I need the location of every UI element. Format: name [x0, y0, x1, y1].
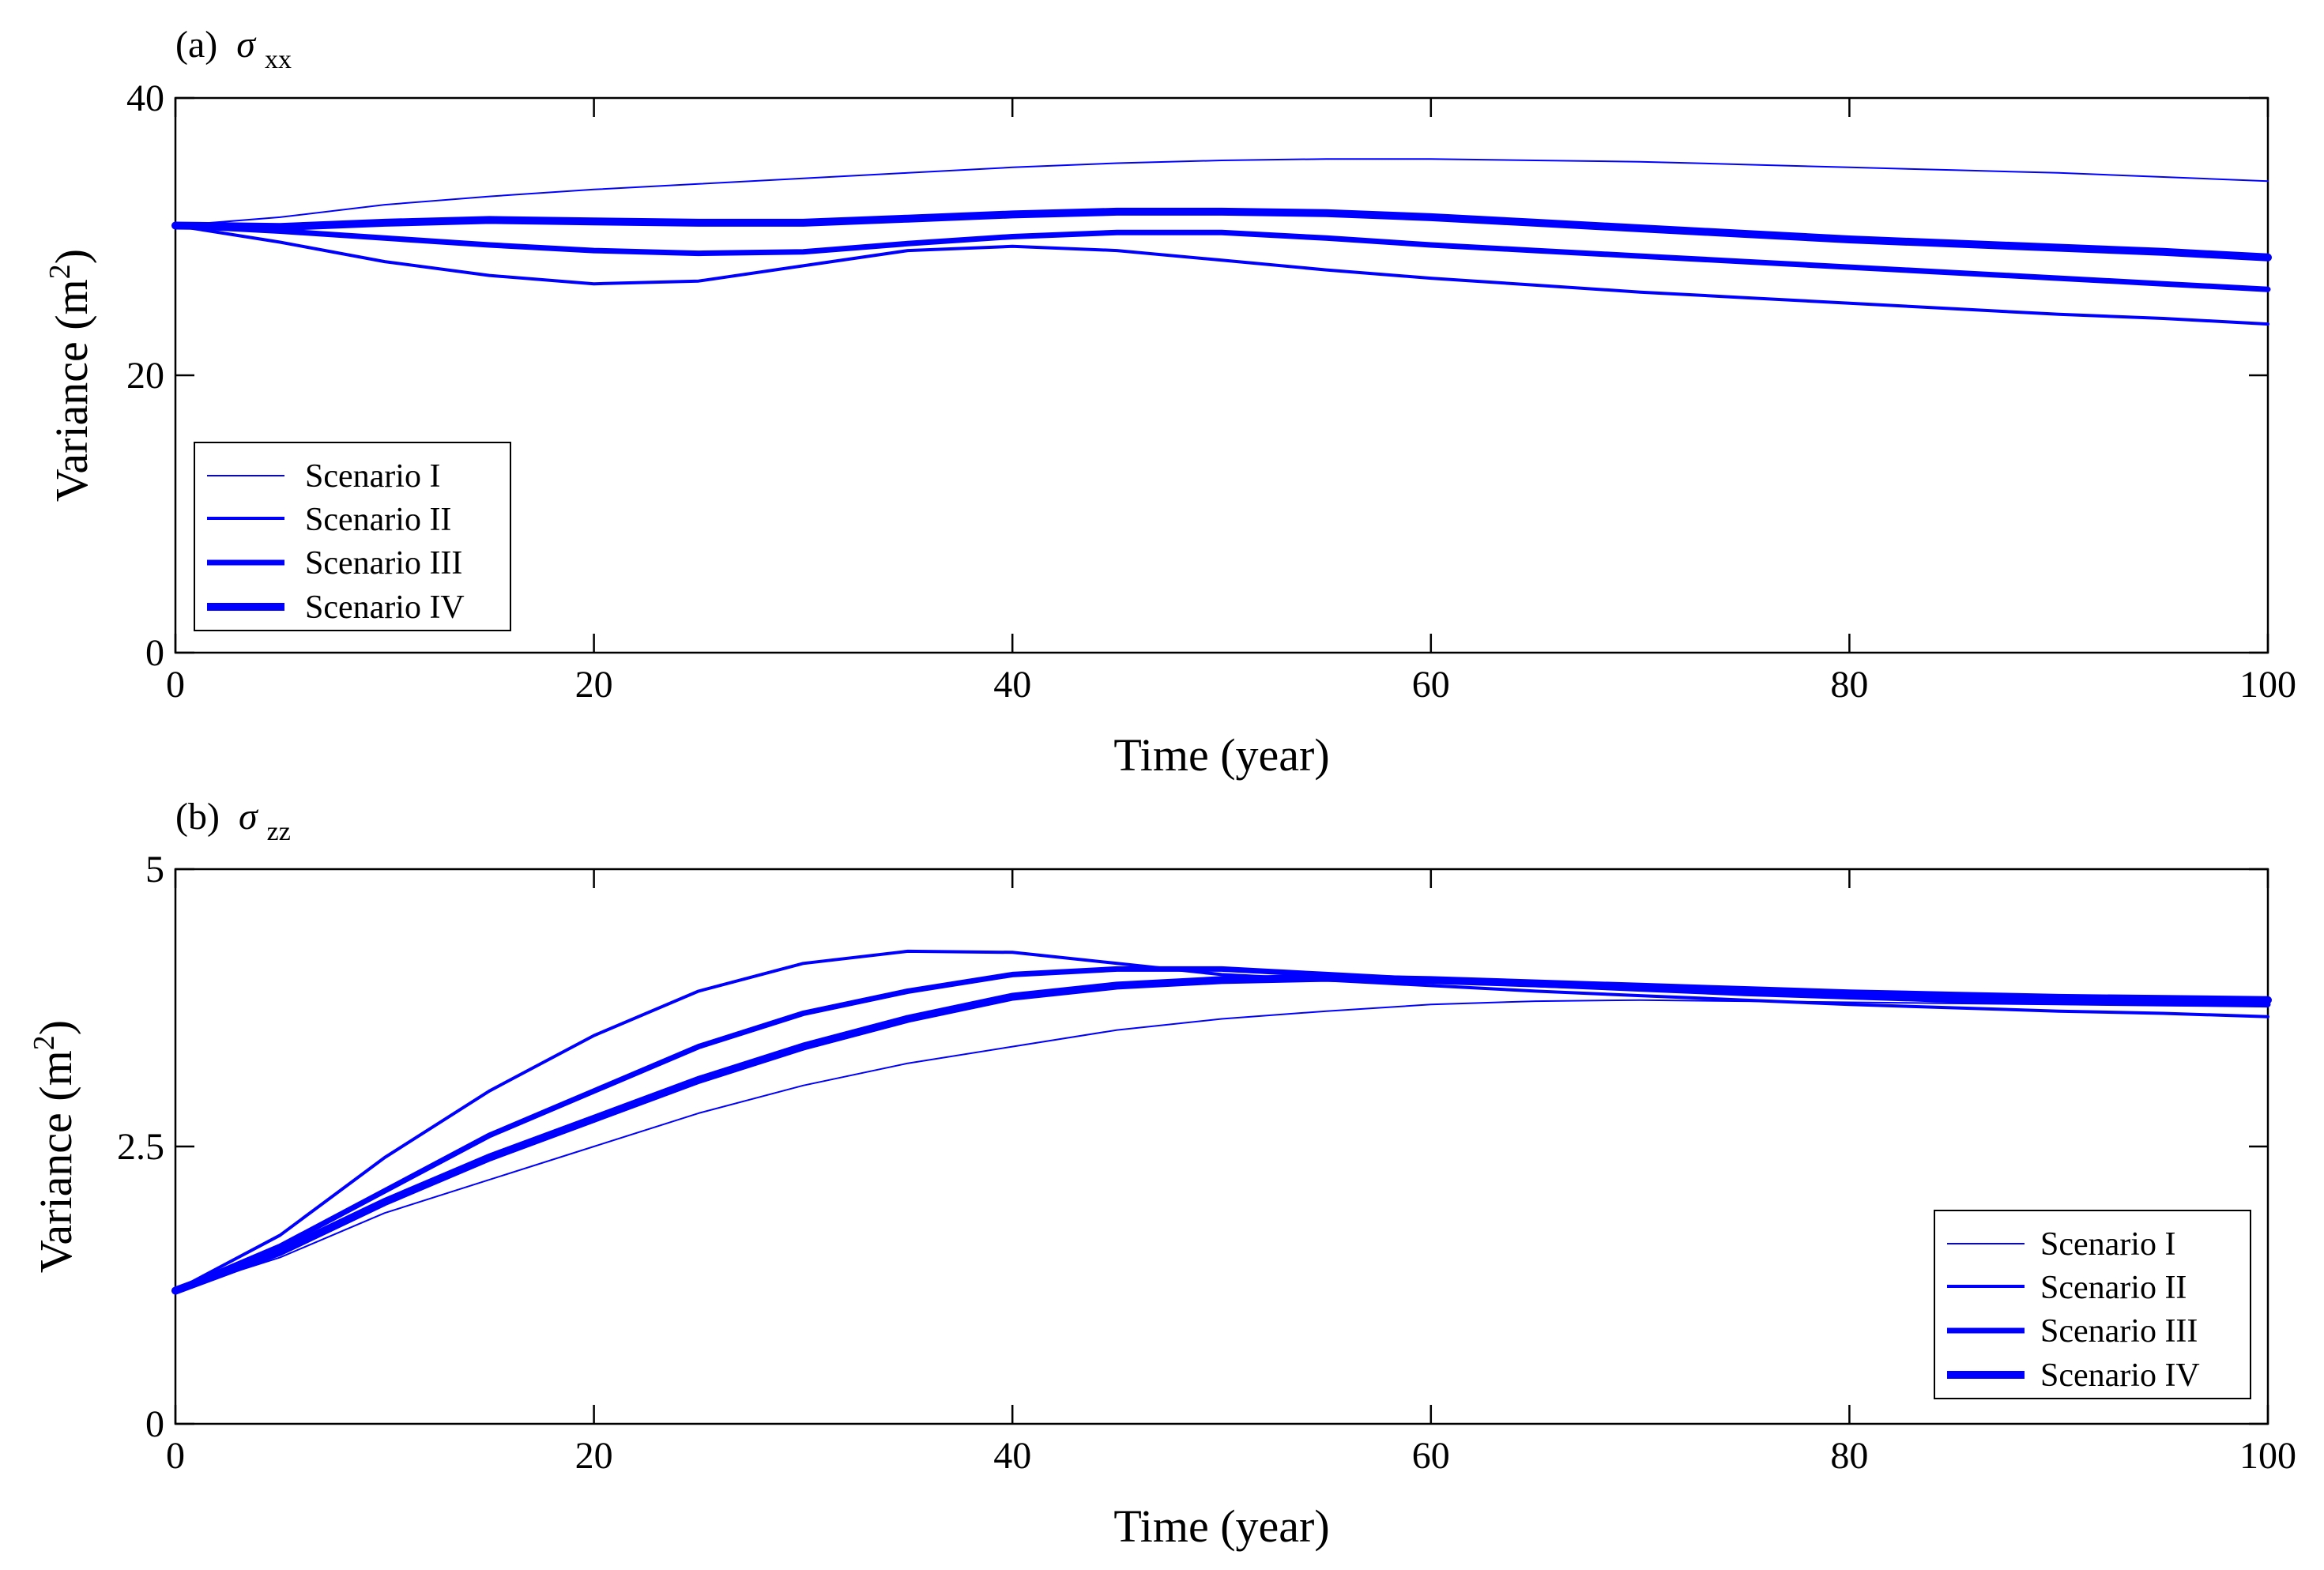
x-tick-label-a-1: 20: [575, 664, 613, 706]
panel-b-label: (b): [175, 796, 220, 838]
legend-a-label-4: Scenario IV: [305, 589, 465, 626]
x-tick-label-a-3: 60: [1412, 664, 1450, 706]
panel-b-symbol: σ: [239, 796, 259, 838]
panel-b-xlabel: Time (year): [1113, 1500, 1329, 1552]
series-line-a-1: [175, 158, 2269, 227]
legend-a-label-2: Scenario II: [305, 502, 451, 538]
panel-a-label: (a): [175, 24, 217, 66]
x-tick-label-b-2: 40: [993, 1435, 1031, 1477]
x-tick-label-b-3: 60: [1412, 1435, 1450, 1477]
panel-a-series: [171, 158, 2272, 326]
panel-b-legend-box: [1934, 1210, 2251, 1399]
panel-a-ticks: 0 20 40 60 80 100 0 20 40: [126, 77, 2296, 706]
panel-a-title: (a) σ xx: [175, 24, 292, 74]
panel-a: (a) σ xx 0 20 40 60 80 100 0 20 40 Time (year) V…: [43, 24, 2296, 781]
legend-b-label-2: Scenario II: [2040, 1270, 2187, 1306]
panel-a-xlabel: Time (year): [1113, 729, 1329, 781]
series-line-a-4: [171, 207, 2272, 262]
panel-a-subscript: xx: [265, 45, 292, 74]
panel-b-ylabel: Variance (m2): [28, 1020, 81, 1273]
panel-b-series: [171, 949, 2272, 1295]
series-line-b-4: [171, 973, 2272, 1295]
legend-b-label-1: Scenario I: [2040, 1226, 2175, 1263]
legend-b-label-3: Scenario III: [2040, 1313, 2198, 1350]
x-tick-label-b-1: 20: [575, 1435, 613, 1477]
x-tick-label-b-4: 80: [1830, 1435, 1868, 1477]
panel-a-symbol: σ: [236, 24, 257, 66]
panel-a-legend-box: [194, 442, 511, 631]
panel-b-subscript: zz: [267, 817, 291, 846]
series-line-a-2: [174, 224, 2269, 326]
x-tick-label-a-5: 100: [2239, 664, 2296, 706]
x-tick-label-b-0: 0: [166, 1435, 185, 1477]
panel-a-legend: Scenario I Scenario II Scenario III Scen…: [194, 442, 511, 631]
series-line-b-1: [175, 999, 2269, 1292]
panel-b-ticks: 0 20 40 60 80 100 0 2.5 5: [117, 849, 2296, 1477]
panel-b-title: (b) σ zz: [175, 796, 291, 846]
y-tick-label-a-0: 0: [145, 632, 164, 674]
series-line-b-3: [172, 966, 2271, 1293]
x-tick-label-a-4: 80: [1830, 664, 1868, 706]
y-tick-label-b-1: 2.5: [117, 1126, 164, 1168]
panel-b: (b) σ zz 0 20 40 60 80 100 0 2.5 5 Time (year) V…: [28, 796, 2296, 1552]
legend-b-label-4: Scenario IV: [2040, 1357, 2200, 1394]
x-tick-label-a-0: 0: [166, 664, 185, 706]
series-line-a-3: [172, 223, 2271, 292]
y-tick-label-b-2: 5: [145, 849, 164, 890]
series-line-b-2: [174, 949, 2269, 1293]
panel-a-ylabel: Variance (m2): [43, 249, 97, 502]
legend-a-label-1: Scenario I: [305, 458, 440, 495]
y-tick-label-b-0: 0: [145, 1403, 164, 1445]
legend-a-label-3: Scenario III: [305, 545, 462, 582]
panel-b-legend: Scenario I Scenario II Scenario III Scen…: [1934, 1210, 2251, 1399]
x-tick-label-b-5: 100: [2239, 1435, 2296, 1477]
x-tick-label-a-2: 40: [993, 664, 1031, 706]
y-tick-label-a-1: 20: [126, 355, 164, 397]
y-tick-label-a-2: 40: [126, 77, 164, 119]
